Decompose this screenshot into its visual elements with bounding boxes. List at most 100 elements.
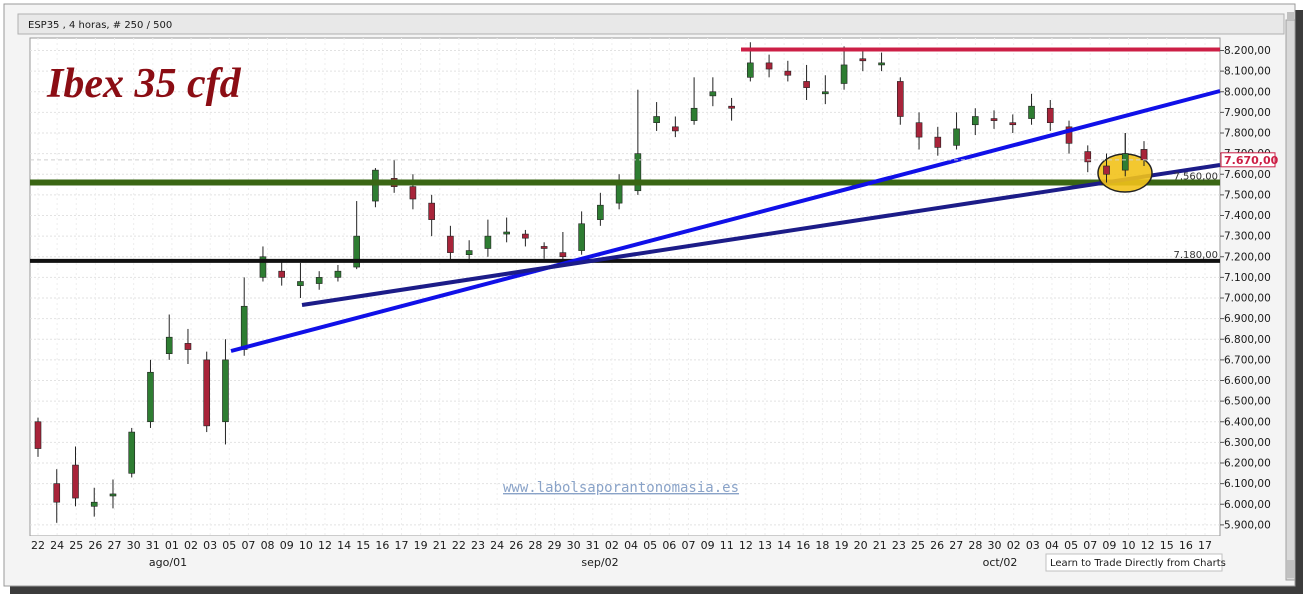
x-tick-label: 22 bbox=[31, 539, 45, 552]
x-tick-label: 17 bbox=[1198, 539, 1212, 552]
x-tick-label: 14 bbox=[337, 539, 351, 552]
x-tick-label: 24 bbox=[490, 539, 504, 552]
y-tick-label: 7.200,00 bbox=[1224, 251, 1271, 263]
candle-body bbox=[1009, 122, 1017, 126]
x-axis: 22 24 25 26 27 30 31 01 02 03 05 07 08 09 10 12 14 15 16 17… bbox=[31, 539, 1212, 569]
candle-body bbox=[315, 277, 323, 284]
candle-body bbox=[53, 483, 61, 503]
x-tick-label: 02 bbox=[1007, 539, 1021, 552]
x-tick-label: 01 bbox=[165, 539, 179, 552]
x-tick-label: 12 bbox=[739, 539, 753, 552]
candle-body bbox=[334, 270, 342, 278]
candle-body bbox=[728, 105, 735, 109]
footer-link[interactable]: Learn to Trade Directly from Charts bbox=[1050, 558, 1226, 569]
x-tick-label: 09 bbox=[1102, 539, 1116, 552]
x-tick-label: 25 bbox=[69, 539, 83, 552]
x-tick-label: 23 bbox=[471, 539, 485, 552]
candle-body bbox=[540, 246, 548, 249]
x-tick-label: 27 bbox=[949, 539, 963, 552]
y-tick-label: 7.600,00 bbox=[1224, 169, 1271, 181]
month-label: ago/01 bbox=[149, 556, 187, 569]
candle-body bbox=[934, 136, 942, 148]
x-tick-label: 20 bbox=[854, 539, 868, 552]
scrollbar-up-button[interactable] bbox=[1287, 12, 1294, 20]
x-tick-label: 19 bbox=[414, 539, 428, 552]
y-tick-label: 7.900,00 bbox=[1224, 107, 1271, 119]
x-tick-label: 10 bbox=[299, 539, 313, 552]
x-tick-label: 26 bbox=[930, 539, 944, 552]
y-axis: 5.900,00 6.000,00 6.100,00 6.200,00 6.300,00… bbox=[30, 45, 1279, 531]
x-tick-label: 26 bbox=[88, 539, 102, 552]
watermark-link[interactable]: www.labolsaporantonomasia.es bbox=[503, 480, 739, 496]
candle-body bbox=[278, 270, 285, 278]
candle-body bbox=[1084, 151, 1092, 163]
y-tick-label: 7.300,00 bbox=[1224, 231, 1271, 243]
x-tick-label: 09 bbox=[701, 539, 715, 552]
x-tick-label: 29 bbox=[548, 539, 562, 552]
x-tick-label: 31 bbox=[586, 539, 600, 552]
x-tick-label: 16 bbox=[796, 539, 810, 552]
last-price-box bbox=[1220, 152, 1276, 168]
trendline-blue bbox=[230, 89, 1221, 353]
x-tick-label: 21 bbox=[433, 539, 447, 552]
scrollbar-thumb[interactable] bbox=[1287, 560, 1294, 578]
x-tick-label: 30 bbox=[988, 539, 1002, 552]
candle-body bbox=[559, 252, 567, 258]
plot-area bbox=[29, 37, 1221, 537]
candle-body bbox=[634, 153, 642, 192]
x-tick-label: 31 bbox=[146, 539, 160, 552]
candle-body bbox=[578, 223, 585, 251]
x-tick-label: 19 bbox=[835, 539, 849, 552]
trendlines bbox=[230, 89, 1221, 353]
candle-body bbox=[859, 58, 867, 62]
candle-body bbox=[653, 116, 660, 123]
x-tick-label: 04 bbox=[1045, 539, 1059, 552]
y-tick-label: 8.100,00 bbox=[1224, 66, 1271, 78]
x-tick-label: 14 bbox=[777, 539, 791, 552]
candle-body bbox=[672, 126, 679, 132]
x-tick-label: 16 bbox=[1179, 539, 1193, 552]
candle-body bbox=[597, 204, 604, 220]
y-tick-label: 6.300,00 bbox=[1224, 437, 1271, 449]
x-tick-label: 28 bbox=[968, 539, 982, 552]
y-tick-label: 8.200,00 bbox=[1224, 45, 1271, 57]
candle-body bbox=[109, 493, 117, 497]
candle-body bbox=[128, 431, 136, 474]
y-tick-label: 6.000,00 bbox=[1224, 499, 1271, 511]
x-tick-label: 07 bbox=[1083, 539, 1097, 552]
x-tick-label: 13 bbox=[758, 539, 772, 552]
x-tick-label: 04 bbox=[624, 539, 638, 552]
candle-body bbox=[428, 202, 435, 220]
y-tick-label: 6.700,00 bbox=[1224, 354, 1271, 366]
x-tick-label: 16 bbox=[375, 539, 389, 552]
candle-body bbox=[1046, 107, 1054, 123]
x-tick-label: 07 bbox=[241, 539, 255, 552]
y-tick-label: 6.800,00 bbox=[1224, 334, 1271, 346]
candle-body bbox=[840, 64, 848, 84]
x-tick-label: 08 bbox=[261, 539, 275, 552]
footer-box[interactable] bbox=[1045, 553, 1223, 572]
candle-body bbox=[878, 62, 885, 66]
y-tick-label: 7.000,00 bbox=[1224, 293, 1271, 305]
x-tick-label: 06 bbox=[662, 539, 676, 552]
candle-body bbox=[147, 371, 154, 423]
x-tick-label: 03 bbox=[203, 539, 217, 552]
scrollbar[interactable] bbox=[1285, 19, 1296, 581]
horizontal-levels bbox=[30, 47, 1220, 263]
candle-body bbox=[784, 70, 792, 76]
y-tick-label: 7.500,00 bbox=[1224, 189, 1271, 201]
header-bar bbox=[17, 13, 1285, 35]
month-label: sep/02 bbox=[581, 556, 618, 569]
candle-body bbox=[90, 501, 98, 507]
candle-body bbox=[709, 91, 717, 97]
x-tick-label: 11 bbox=[720, 539, 734, 552]
candle-body bbox=[747, 62, 754, 78]
candlestick-series bbox=[34, 42, 1148, 523]
candle-body bbox=[297, 281, 304, 286]
x-tick-label: 26 bbox=[509, 539, 523, 552]
candle-body bbox=[1028, 105, 1035, 119]
x-tick-label: 17 bbox=[394, 539, 408, 552]
y-tick-label: 5.900,00 bbox=[1224, 519, 1271, 531]
candle-body bbox=[72, 464, 79, 499]
